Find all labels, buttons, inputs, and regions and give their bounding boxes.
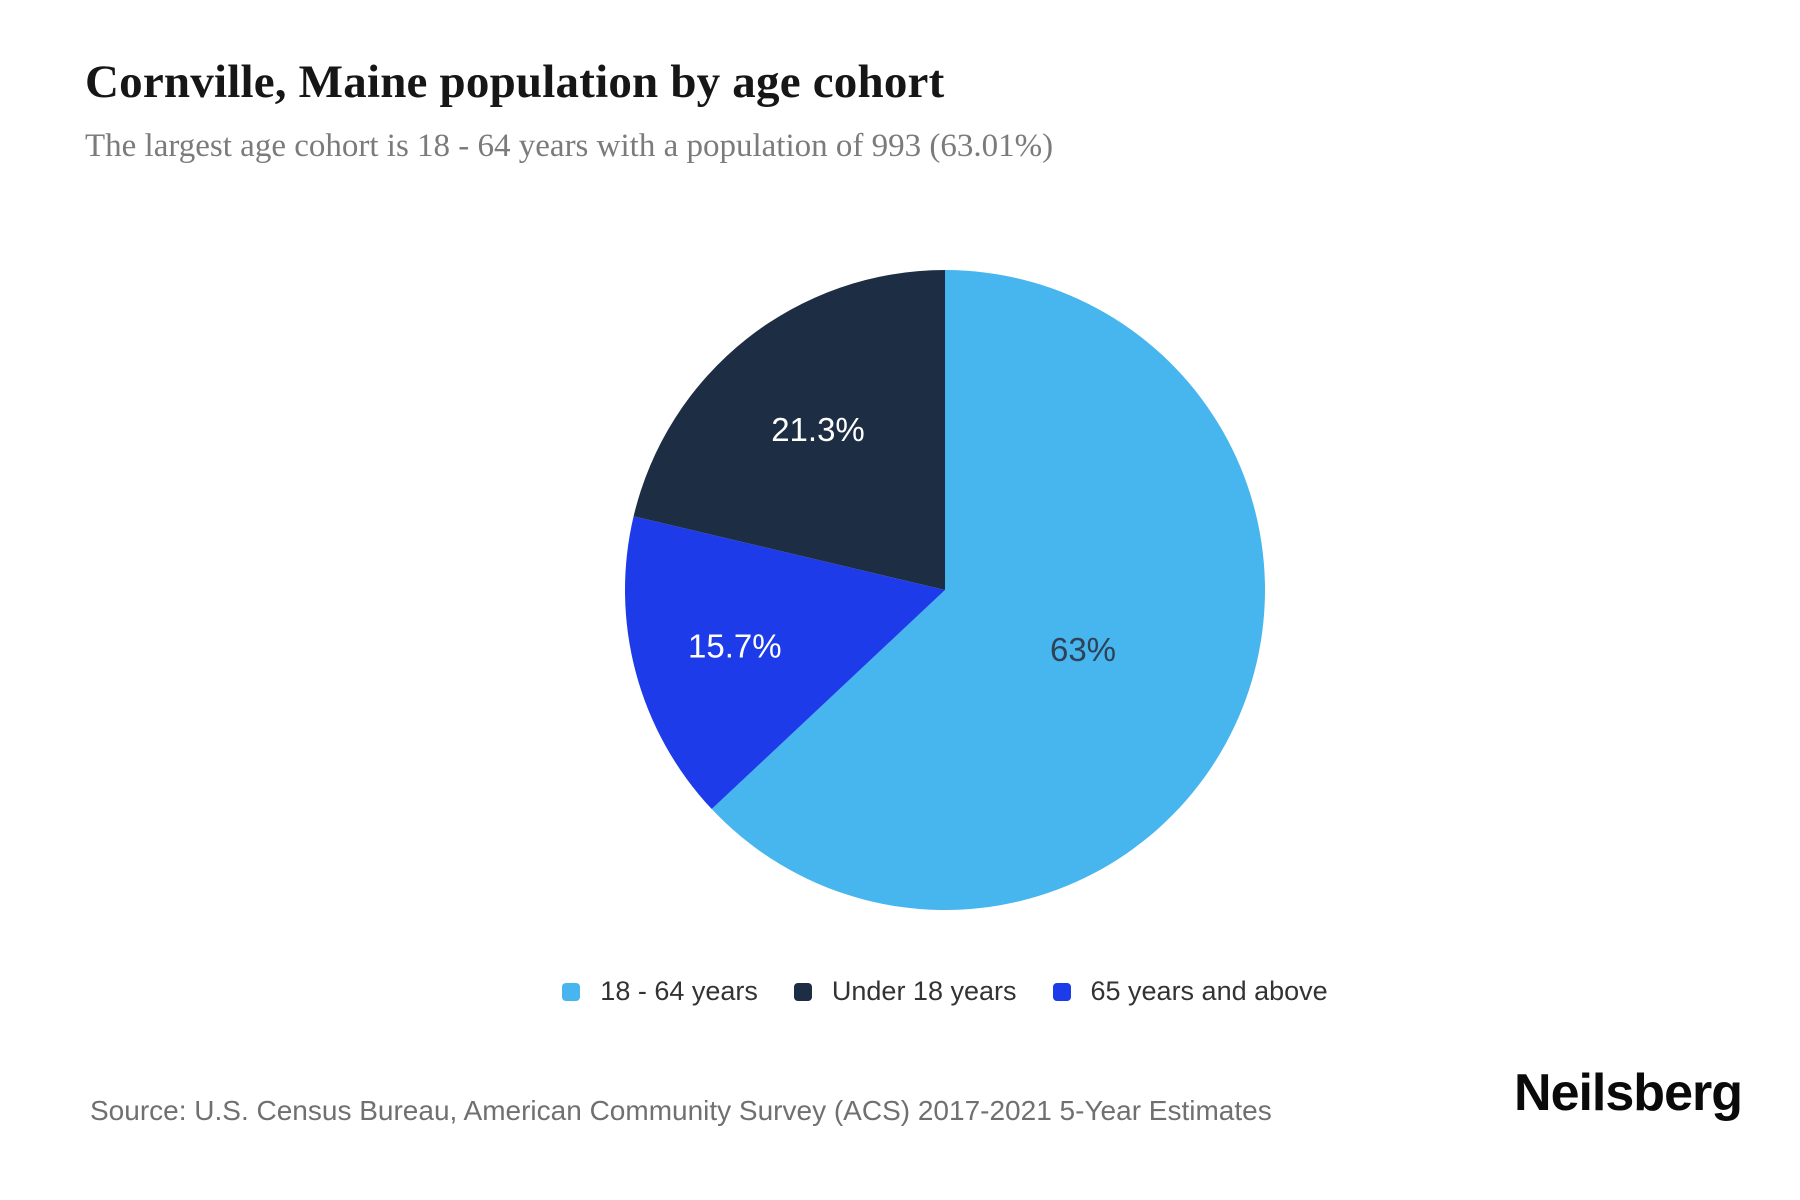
chart-legend: 18 - 64 years Under 18 years 65 years and …: [345, 978, 1545, 1005]
source-note: Source: U.S. Census Bureau, American Com…: [90, 1095, 1272, 1126]
pie-slice-65-years-and-above[interactable]: [625, 516, 945, 810]
pie-slice-18-64-years[interactable]: [711, 270, 1265, 910]
chart-header: Cornville, Maine population by age cohor…: [85, 55, 1725, 167]
pie-slice-percent-label: 21.3%: [771, 411, 865, 448]
legend-item-65-years-and-above[interactable]: 65 years and above: [1052, 976, 1328, 1006]
legend-item-18-64-years[interactable]: 18 - 64 years: [562, 978, 758, 1005]
legend-label: 65 years and above: [1090, 976, 1328, 1006]
pie-slice-percent-label: 63%: [1050, 631, 1116, 668]
brand-logo: Neilsberg: [1514, 1064, 1743, 1122]
legend-swatch: [1052, 982, 1071, 1001]
pie-slice-percent-label: 15.7%: [688, 628, 782, 665]
page-subtitle: The largest age cohort is 18 - 64 years …: [85, 128, 1054, 165]
page-title: Cornville, Maine population by age cohor…: [85, 56, 945, 108]
pie-slice-under-18-years[interactable]: [633, 270, 945, 590]
pie-chart-svg: 63% 15.7% 21.3%: [625, 270, 1265, 910]
legend-item-under-18-years[interactable]: Under 18 years: [793, 976, 1017, 1006]
legend-label: 18 - 64 years: [600, 976, 758, 1006]
legend-swatch: [793, 982, 812, 1001]
pie-chart: 63% 15.7% 21.3%: [595, 240, 1295, 940]
legend-label: Under 18 years: [831, 976, 1017, 1006]
legend-swatch: [562, 982, 581, 1001]
